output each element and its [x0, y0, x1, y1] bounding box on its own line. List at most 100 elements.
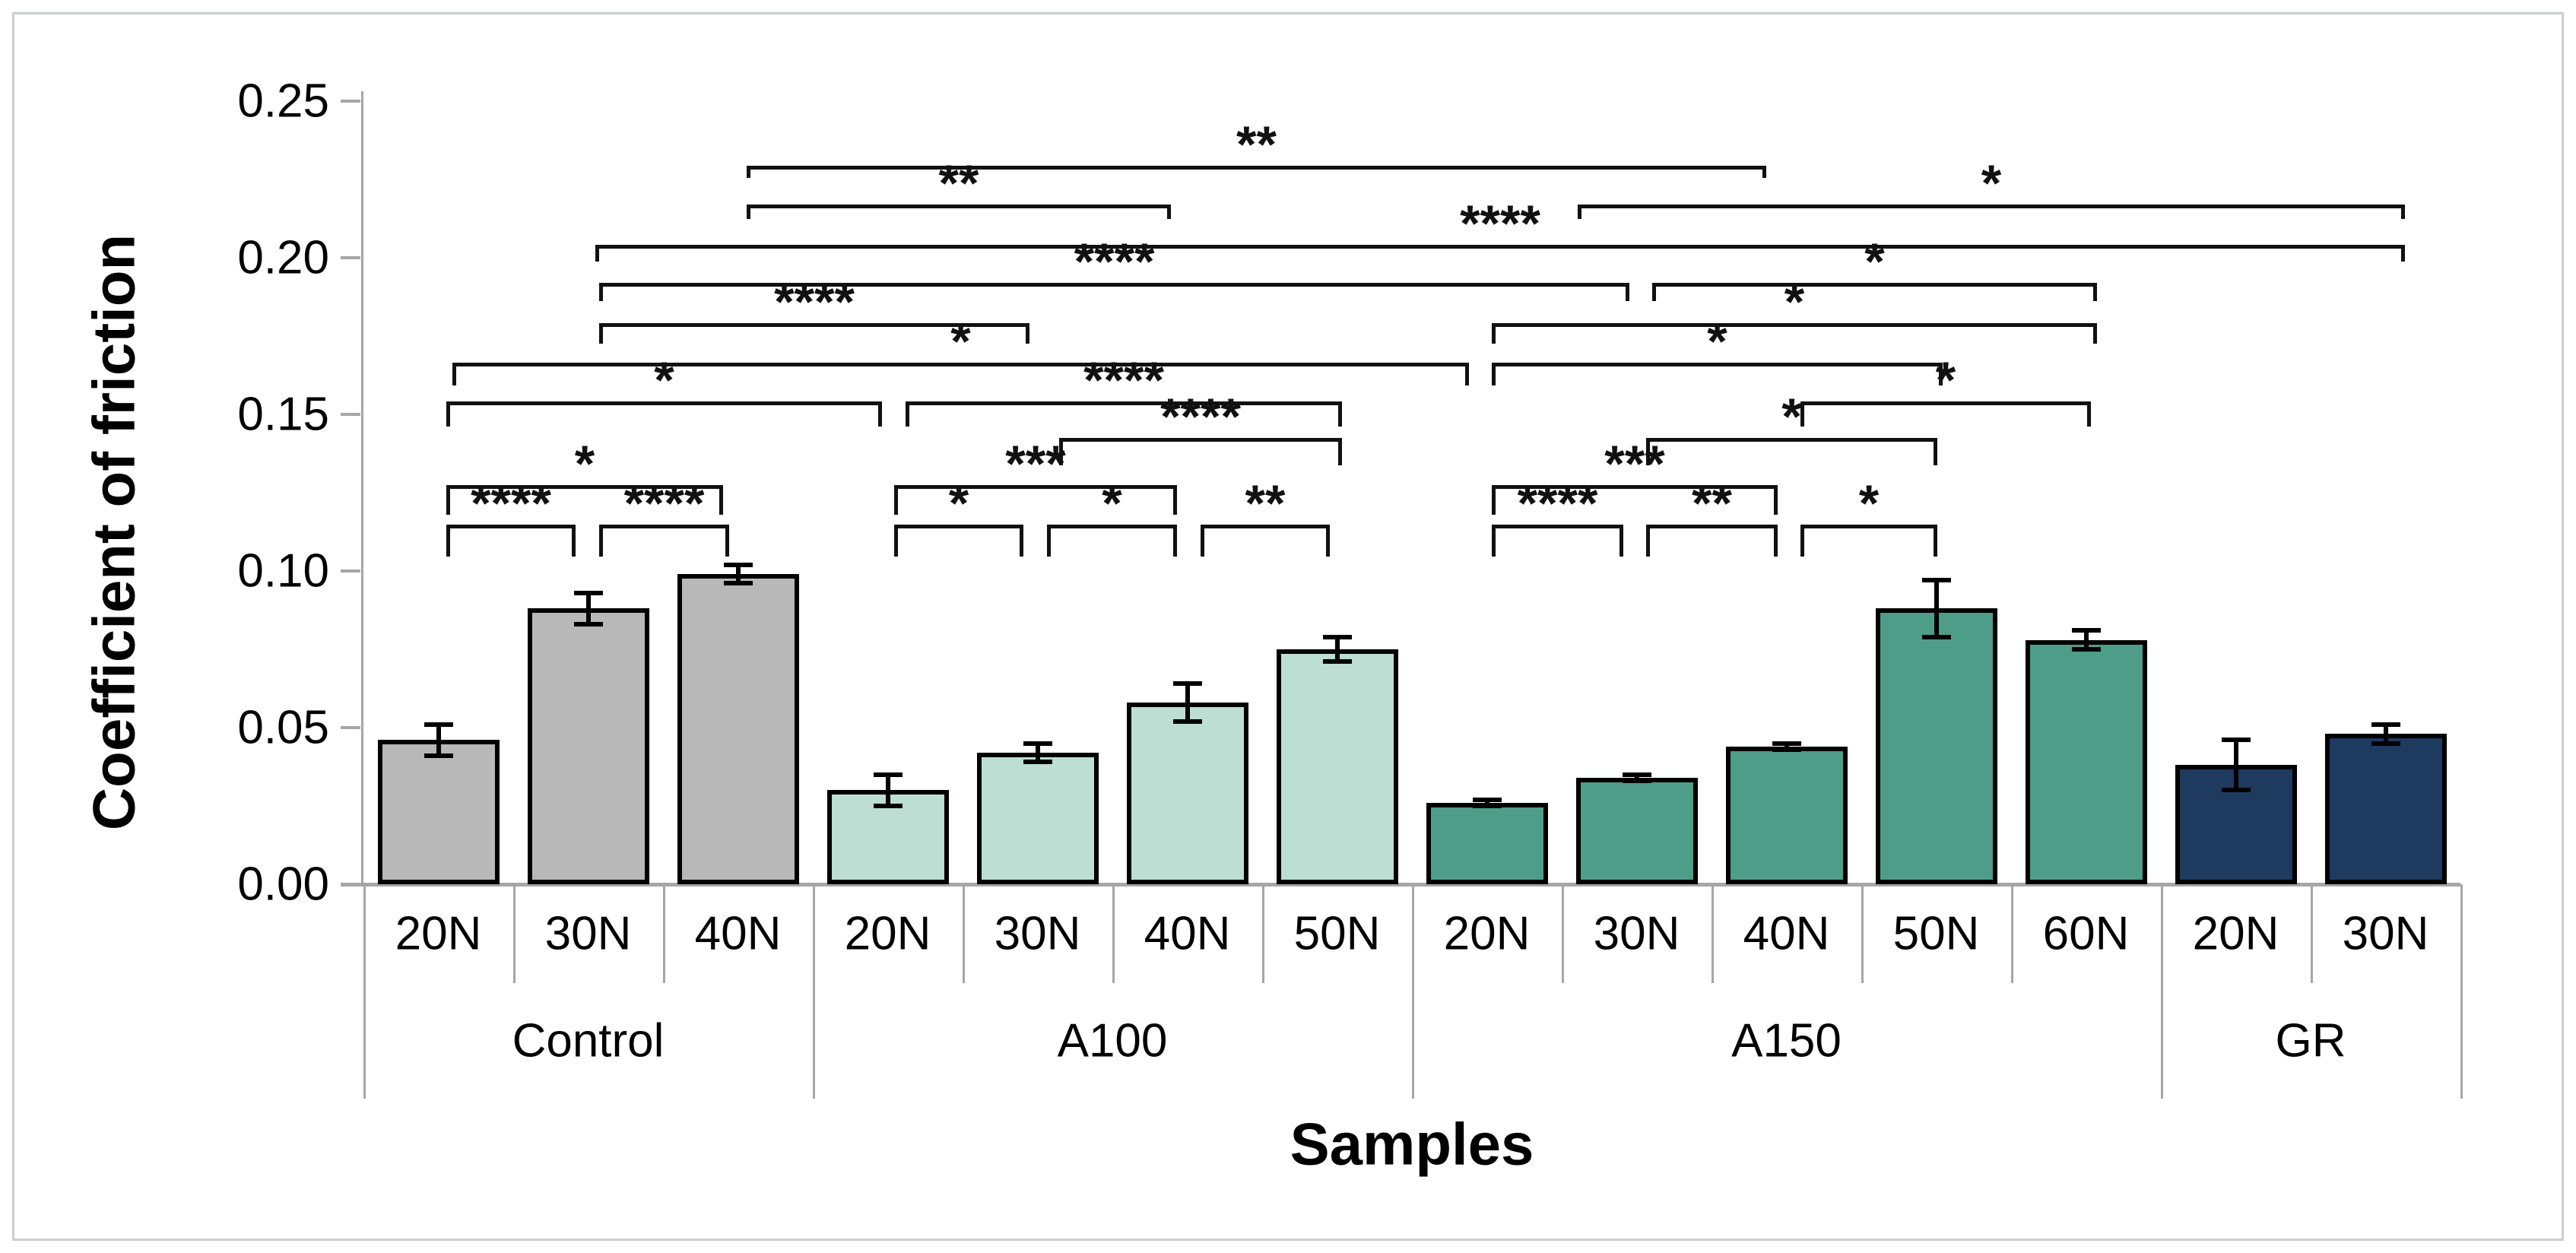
x-tick-label-A150-50N: 50N [1892, 907, 1980, 960]
y-tick-label: 0.05 [237, 701, 329, 754]
significance-bracket [894, 525, 1023, 557]
significance-bracket [1047, 525, 1177, 557]
significance-stars: **** [1074, 233, 1155, 290]
x-group-label-A150: A150 [1731, 1014, 1842, 1067]
bar-A100-40N [1126, 703, 1248, 884]
error-bar-A100-20N [885, 774, 890, 806]
error-bar-cap-bottom [2071, 647, 2101, 652]
significance-stars: * [1864, 233, 1885, 290]
error-bar-cap-top [1772, 741, 1801, 746]
bar-A100-30N [976, 752, 1099, 884]
significance-stars: * [1981, 154, 2002, 212]
y-axis-line [361, 91, 363, 884]
error-bar-cap-top [573, 590, 603, 595]
error-bar-cap-top [1322, 634, 1352, 639]
significance-stars: * [1781, 388, 1802, 446]
x-tick-label-A100-30N: 30N [994, 907, 1081, 960]
bar-A150-20N [1426, 802, 1548, 884]
x-tick-label-A100-20N: 20N [844, 907, 931, 960]
y-tick-label: 0.15 [237, 388, 329, 441]
error-bar-cap-top [1172, 681, 1202, 687]
significance-bracket [599, 283, 1629, 301]
x-tick-label-A100-50N: 50N [1293, 907, 1381, 960]
group-separator [2161, 884, 2163, 1099]
significance-bracket [1201, 525, 1330, 557]
y-tick-mark [341, 883, 360, 886]
significance-stars: * [574, 435, 595, 493]
error-bar-Control-30N [585, 592, 591, 625]
error-bar-Control-20N [436, 724, 441, 757]
significance-stars: ** [1245, 474, 1286, 532]
error-bar-cap-bottom [723, 581, 753, 586]
x-tick-label-A150-30N: 30N [1593, 907, 1680, 960]
error-bar-A150-40N [1784, 743, 1789, 750]
significance-bracket [1646, 525, 1778, 557]
significance-bracket [747, 166, 1766, 178]
error-bar-A100-30N [1035, 743, 1040, 763]
cell-separator [1712, 884, 1714, 983]
x-tick-label-Control-40N: 40N [694, 907, 782, 960]
error-bar-cap-bottom [1772, 747, 1801, 752]
x-tick-label-GR-20N: 20N [2192, 907, 2279, 960]
significance-bracket [1492, 363, 1943, 385]
y-tick-mark [341, 569, 360, 573]
cell-separator [2011, 884, 2013, 983]
error-bar-cap-bottom [424, 753, 453, 759]
group-separator [2460, 884, 2463, 1099]
cell-separator [663, 884, 665, 983]
cell-separator [963, 884, 965, 983]
error-bar-cap-top [1472, 797, 1502, 802]
y-tick-label: 0.25 [237, 75, 329, 128]
significance-bracket [747, 205, 1171, 219]
bar-A150-30N [1575, 777, 1698, 884]
error-bar-A150-30N [1634, 774, 1639, 782]
significance-bracket [1492, 323, 2097, 344]
x-group-label-GR: GR [2275, 1014, 2346, 1067]
error-bar-cap-top [1023, 741, 1052, 746]
significance-bracket [452, 363, 1469, 385]
error-bar-cap-top [424, 722, 453, 727]
error-bar-cap-top [873, 772, 903, 777]
significance-bracket [1800, 525, 1937, 557]
significance-stars: ** [1236, 116, 1277, 173]
error-bar-cap-bottom [1921, 634, 1951, 639]
significance-bracket [446, 485, 723, 515]
x-tick-label-A100-40N: 40N [1144, 907, 1231, 960]
significance-stars: **** [1460, 195, 1540, 252]
error-bar-cap-bottom [1172, 718, 1202, 724]
error-bar-cap-bottom [1472, 804, 1502, 808]
error-bar-A150-20N [1484, 799, 1489, 806]
error-bar-cap-bottom [873, 804, 903, 808]
significance-bracket [446, 401, 882, 427]
significance-bracket [1800, 401, 2091, 427]
x-tick-label-A150-20N: 20N [1443, 907, 1531, 960]
significance-bracket [894, 485, 1177, 515]
x-tick-label-Control-30N: 30N [544, 907, 632, 960]
error-bar-A150-50N [1934, 580, 1939, 637]
y-tick-label: 0.20 [237, 231, 329, 284]
x-axis-line [341, 883, 2460, 887]
error-bar-cap-bottom [2371, 741, 2400, 746]
bar-A100-50N [1276, 649, 1398, 884]
y-tick-mark [341, 100, 360, 103]
bar-A150-40N [1725, 746, 1848, 884]
significance-bracket [906, 401, 1342, 427]
x-tick-label-GR-30N: 30N [2342, 907, 2429, 960]
error-bar-A100-40N [1185, 684, 1190, 722]
error-bar-cap-bottom [1622, 779, 1651, 784]
significance-stars: *** [1604, 435, 1665, 493]
group-separator [363, 884, 366, 1099]
significance-stars: *** [1005, 435, 1066, 493]
significance-stars: * [1858, 474, 1880, 532]
error-bar-GR-20N [2233, 740, 2238, 791]
significance-bracket [1492, 525, 1623, 557]
x-axis-title: Samples [1290, 1110, 1534, 1178]
significance-bracket [599, 323, 1029, 344]
y-tick-label: 0.10 [237, 544, 329, 598]
error-bar-cap-bottom [573, 622, 603, 627]
error-bar-cap-bottom [2221, 788, 2251, 793]
error-bar-Control-40N [735, 564, 741, 584]
error-bar-cap-top [1921, 578, 1951, 583]
y-tick-mark [341, 413, 360, 416]
bar-GR-30N [2324, 734, 2447, 884]
